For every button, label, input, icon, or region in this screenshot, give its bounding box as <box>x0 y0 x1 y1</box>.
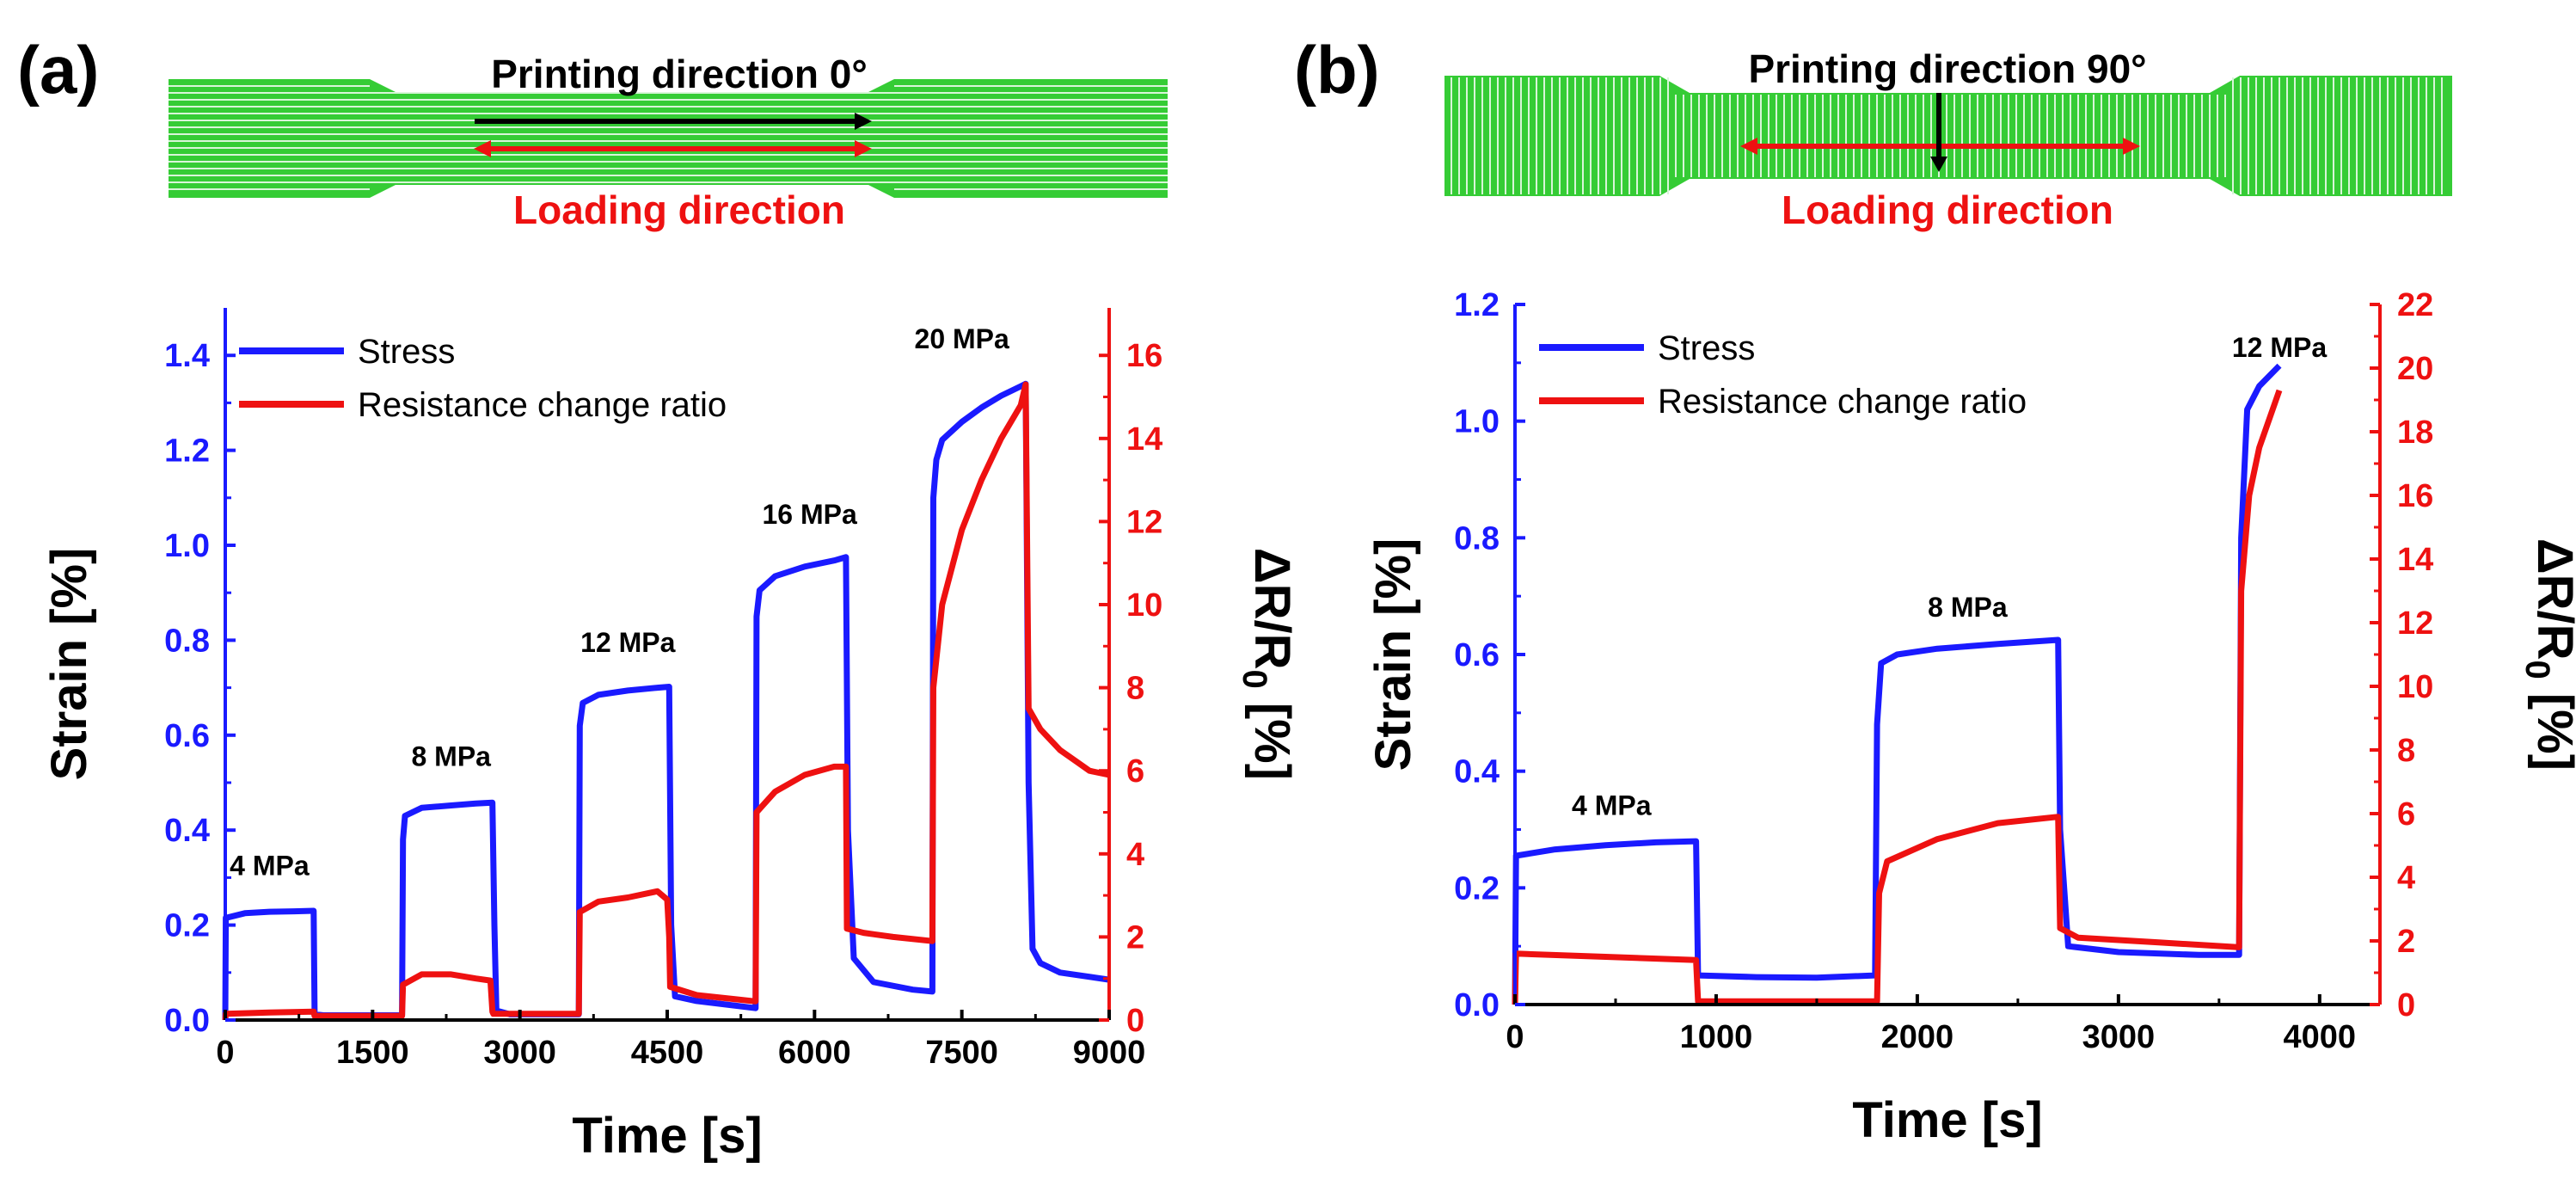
annotation-label: 20 MPa <box>915 323 1009 354</box>
chart-b: 0 1000 2000 3000 4000 0.0 0.2 0.4 0.6 0.8 1.0 1.2 0 2… <box>1365 287 2576 1148</box>
specimen-b-printing-arrowhead <box>1930 157 1947 172</box>
specimen-a-loading-arrowhead-left <box>474 140 491 157</box>
y-tick-label: 1.2 <box>164 433 210 470</box>
x-tick-label: 3000 <box>483 1035 556 1071</box>
y2-tick-label: 20 <box>2397 351 2433 387</box>
x-tick-label: 6000 <box>778 1035 851 1071</box>
y2-tick-label: 8 <box>2397 733 2415 769</box>
legend-label: Stress <box>358 333 455 371</box>
x-tick-label: 3000 <box>2082 1019 2156 1055</box>
x-tick-label: 7500 <box>925 1035 998 1071</box>
y2-tick-label: 18 <box>2397 415 2433 451</box>
annotation-label: 8 MPa <box>1928 592 2008 623</box>
y2-tick-label: 10 <box>2397 669 2433 705</box>
specimen-b-print-lines <box>1451 77 2443 194</box>
x-tick-label: 4500 <box>631 1035 704 1071</box>
y2-tick-label: 2 <box>1126 919 1144 956</box>
annotation-label: 4 MPa <box>230 851 310 882</box>
y-tick-label: 1.2 <box>1454 287 1500 323</box>
series-line-stress <box>1512 363 2282 1005</box>
y-tick-label: 0.6 <box>164 718 210 754</box>
specimen-b-body <box>1444 76 2452 196</box>
annotation-label: 4 MPa <box>1572 790 1652 821</box>
loading-direction-label-b: Loading direction <box>1782 187 2113 232</box>
y-tick-label: 0.6 <box>1454 637 1500 673</box>
specimen-a-print-lines <box>169 85 1168 190</box>
x-axis-title: Time [s] <box>1852 1092 2042 1148</box>
y-tick-label: 1.4 <box>164 338 210 374</box>
y-tick-label: 0.8 <box>1454 520 1500 556</box>
legend-label: Stress <box>1658 329 1755 367</box>
x-tick-label: 2000 <box>1881 1019 1954 1055</box>
y-tick-label: 0.2 <box>164 908 210 944</box>
series-line-resistance <box>222 381 1110 1021</box>
loading-direction-label-a: Loading direction <box>513 187 845 232</box>
y2-tick-label: 12 <box>2397 605 2433 642</box>
y2-tick-label: 2 <box>2397 924 2415 960</box>
y-axis-title: Strain [%] <box>1365 538 1421 771</box>
printing-direction-label-b: Printing direction 90° <box>1748 46 2146 91</box>
y-tick-label: 0.0 <box>1454 987 1500 1023</box>
y2-tick-label: 12 <box>1126 504 1162 540</box>
annotation-label: 12 MPa <box>2232 332 2327 363</box>
y2-tick-label: 4 <box>1126 837 1144 873</box>
panel-label-a: (a) <box>17 32 99 108</box>
specimen-a-loading-arrowhead-right <box>855 140 872 157</box>
specimen-b-loading-arrowhead-left <box>1740 138 1757 155</box>
y-tick-label: 0.4 <box>1454 754 1500 790</box>
y2-tick-label: 8 <box>1126 671 1144 707</box>
y-tick-label: 0.2 <box>1454 870 1500 907</box>
x-tick-label: 0 <box>1506 1019 1524 1055</box>
specimen-a-printing-arrowhead <box>855 113 872 130</box>
y2-tick-label: 14 <box>2397 542 2433 578</box>
annotation-label: 16 MPa <box>762 499 856 530</box>
printing-direction-label-a: Printing direction 0° <box>491 52 868 96</box>
x-tick-label: 1000 <box>1680 1019 1753 1055</box>
y-tick-label: 0.0 <box>164 1003 210 1039</box>
specimen-a <box>169 79 1168 198</box>
y2-tick-label: 22 <box>2397 287 2433 323</box>
y2-tick-label: 14 <box>1126 421 1162 458</box>
specimen-b-loading-arrowhead-right <box>2123 138 2140 155</box>
specimen-b <box>1444 76 2452 196</box>
x-tick-label: 4000 <box>2284 1019 2357 1055</box>
x-tick-label: 9000 <box>1073 1035 1146 1071</box>
annotation-label: 12 MPa <box>580 627 675 658</box>
y2-tick-label: 0 <box>2397 987 2415 1023</box>
y-axis-title: Strain [%] <box>41 548 97 781</box>
panel-label-b: (b) <box>1294 32 1380 108</box>
y2-tick-label: 6 <box>2397 796 2415 833</box>
y2-tick-label: 16 <box>2397 478 2433 514</box>
x-tick-label: 0 <box>216 1035 234 1071</box>
y2-tick-label: 6 <box>1126 753 1144 790</box>
legend-label: Resistance change ratio <box>1658 383 2027 421</box>
y-tick-label: 1.0 <box>164 528 210 564</box>
legend-label: Resistance change ratio <box>358 386 727 424</box>
x-tick-label: 1500 <box>336 1035 409 1071</box>
y2-tick-label: 10 <box>1126 587 1162 624</box>
y2-axis-title: ΔR/R0 [%] <box>1236 548 1300 780</box>
y-tick-label: 1.0 <box>1454 404 1500 440</box>
series-line-stress <box>222 380 1110 1021</box>
chart-a: 0 1500 3000 4500 6000 7500 9000 0.0 0.2 0.4 0.6 0.8… <box>41 308 1300 1164</box>
y2-tick-label: 4 <box>2397 860 2415 896</box>
y-tick-label: 0.8 <box>164 623 210 659</box>
y2-tick-label: 0 <box>1126 1003 1144 1039</box>
specimen-a-body <box>169 79 1168 198</box>
series-line-resistance <box>1512 389 2283 1005</box>
y2-axis-title: ΔR/R0 [%] <box>2518 538 2576 771</box>
x-axis-title: Time [s] <box>572 1108 762 1164</box>
y2-tick-label: 16 <box>1126 338 1162 374</box>
annotation-label: 8 MPa <box>411 741 491 772</box>
y-tick-label: 0.4 <box>164 813 210 849</box>
